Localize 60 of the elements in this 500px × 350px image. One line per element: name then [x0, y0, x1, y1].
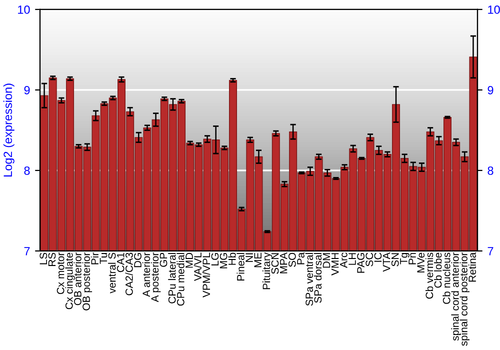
x-tick-label: Pir	[90, 252, 98, 264]
x-tick-label: IC	[374, 252, 382, 262]
x-tick-label: Pituitary	[262, 252, 272, 290]
x-tick-label: Retina	[468, 252, 476, 282]
x-tick-label: CPu medial	[176, 253, 184, 306]
x-tick-label: SPa dorsal	[314, 253, 322, 303]
y2-tick-label: 7	[488, 247, 494, 256]
x-tick-label: LH	[348, 253, 356, 265]
x-tick-label: MG	[220, 253, 228, 268]
y-tick-label: 9	[24, 86, 30, 94]
x-tick-label: CA2/CA3	[125, 252, 133, 296]
x-tick-label: Pn	[408, 253, 416, 264]
y2-tick-label: 8	[488, 166, 494, 175]
x-tick-label: SC	[366, 252, 374, 266]
x-tick-label: SCN	[271, 253, 279, 274]
x-tick-label: spinal cord posterior	[460, 252, 470, 346]
x-tick-label: spinal cord anterior	[451, 252, 461, 341]
x-tick-label: Pineal	[236, 253, 244, 280]
x-tick-label: PAG	[357, 253, 364, 273]
y-tick-label: 8	[24, 166, 30, 175]
y2-tick-label: 10	[488, 5, 500, 14]
x-tick-label: Pa	[297, 252, 304, 264]
x-tick-label: Cb lobe	[434, 252, 442, 288]
x-tick-label: VTA	[382, 252, 390, 272]
x-tick-label: CA1	[116, 252, 124, 272]
x-tick-label: A posterior	[150, 252, 161, 302]
x-tick-label: A anterior	[142, 252, 150, 297]
x-tick-label: OB posterior	[82, 252, 92, 310]
x-tick-label: MPA	[280, 252, 288, 274]
x-tick-label: Cb nucleus	[442, 252, 450, 304]
x-tick-label: ventral S	[108, 252, 116, 294]
x-tick-label: DG	[134, 253, 142, 268]
x-tick-label: Arc	[340, 252, 348, 268]
x-tick-label: DM	[322, 253, 330, 268]
x-tick-label: Tg	[400, 253, 410, 264]
x-tick-label: Cx motor	[56, 252, 64, 294]
x-tick-label: LS	[40, 252, 48, 264]
x-tick-label: VPM/VPL	[202, 252, 210, 298]
x-tick-label: CPu lateral	[168, 253, 176, 304]
x-tick-label: Tu	[100, 253, 108, 264]
y-axis-title: Log2 (expression)	[3, 84, 14, 176]
x-tick-label: ME	[254, 252, 262, 268]
x-tick-label: VA/VL	[194, 252, 202, 282]
x-tick-label: MVe	[417, 252, 425, 272]
x-tick-label: SO	[288, 252, 296, 267]
x-tick-label: NI	[246, 253, 253, 262]
x-tick-label: OB anterior	[74, 252, 82, 306]
y2-tick-label: 9	[488, 86, 494, 94]
x-tick-label: Cb vermis	[425, 252, 434, 299]
x-tick-label: Cx cingulate	[65, 252, 75, 310]
x-tick-label: VMH	[331, 253, 339, 276]
x-tick-label: SPa ventral	[305, 253, 314, 306]
x-tick-label: GP	[160, 252, 168, 267]
x-tick-label: MD	[186, 252, 193, 268]
x-tick-label: LG	[211, 253, 219, 266]
y-tick-label: 7	[24, 247, 30, 256]
y-tick-label: 10	[18, 5, 30, 14]
x-tick-label: RS	[48, 252, 56, 266]
x-tick-label: SN	[391, 253, 399, 266]
x-tick-label: Hb	[228, 252, 236, 265]
